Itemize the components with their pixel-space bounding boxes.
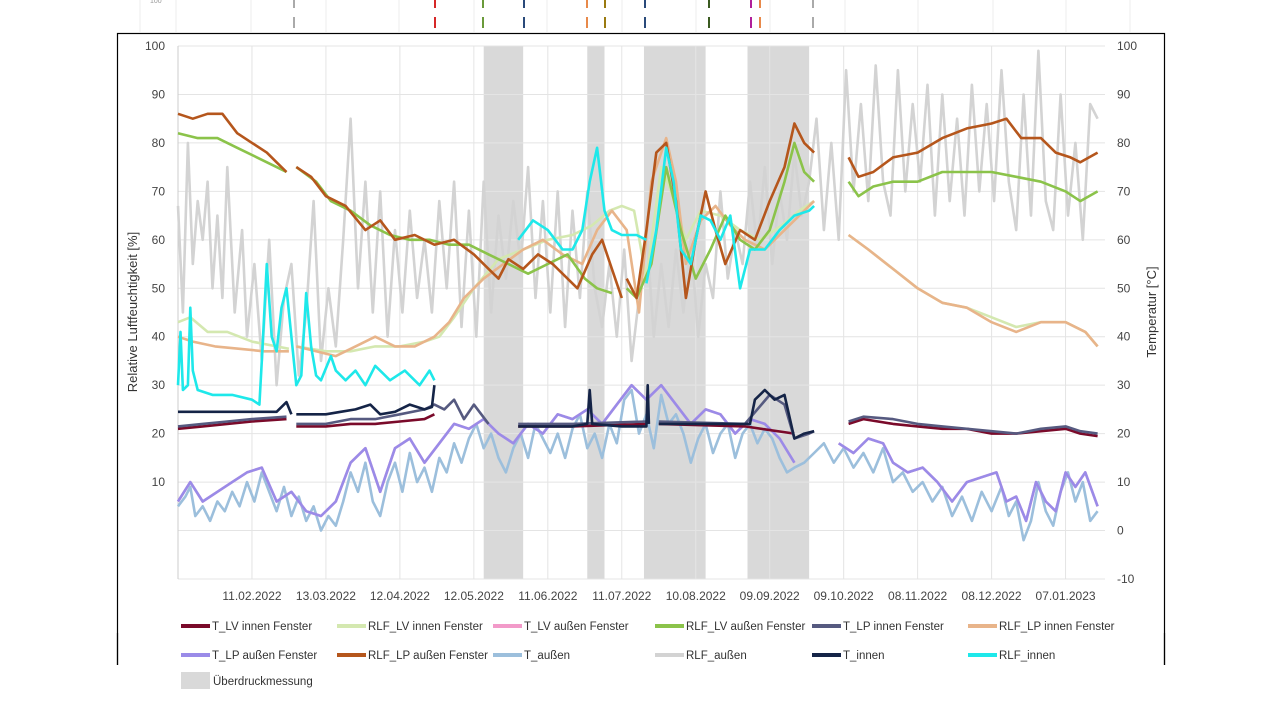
legend-label: RLF_LP innen Fenster — [999, 621, 1115, 633]
left-tick-label: 60 — [152, 233, 166, 247]
legend-label: RLF_LV innen Fenster — [368, 621, 483, 633]
left-tick-label: 40 — [152, 330, 166, 344]
right-tick-label: 30 — [1117, 378, 1131, 392]
left-tick-label: 90 — [152, 87, 166, 101]
legend-label: Überdruckmessung — [213, 676, 313, 688]
left-tick-label: 30 — [152, 378, 166, 392]
x-tick-label: 11.02.2022 — [222, 589, 281, 603]
series-line-t-lp-innen-fenster — [518, 420, 647, 426]
overpressure-region — [587, 46, 605, 579]
legend-item: T_LP außen Fenster — [181, 650, 317, 662]
legend-label: T_LV innen Fenster — [212, 621, 312, 633]
legend-label: RLF_LV außen Fenster — [686, 621, 805, 633]
x-tick-label: 11.06.2022 — [518, 589, 577, 603]
legend-item: T_außen — [493, 650, 570, 662]
series-line-t-lp-aussen-fenster — [837, 437, 1099, 523]
right-tick-label: 90 — [1117, 87, 1131, 101]
overpressure-region — [747, 46, 810, 579]
series-line-t-innen — [658, 388, 815, 440]
series-line-t-innen — [296, 385, 436, 416]
legend-item: T_LV außen Fenster — [493, 621, 629, 633]
legend-label: T_LP außen Fenster — [212, 650, 317, 662]
legend-item: RLF_außen — [655, 650, 747, 662]
bottom-mask — [0, 665, 1280, 720]
series-line-t-lp-innen-fenster — [848, 415, 1098, 435]
series-line-rlf-lp-aussen-fenster — [295, 166, 624, 299]
series-line-rlf-innen — [517, 146, 647, 251]
right-tick-label: 50 — [1117, 281, 1131, 295]
series-line-rlf-lp-aussen-fenster — [625, 122, 816, 300]
series-line-rlf-lv-aussen-fenster — [177, 131, 288, 174]
right-tick-label: 20 — [1117, 427, 1131, 441]
legend: T_LV innen Fenster RLF_LV innen Fenster T_… — [181, 621, 1115, 662]
y-axis-label: Relative Luftfeuchtigkeit [%] — [125, 232, 140, 392]
series-line-rlf-innen — [176, 262, 436, 406]
legend-label: T_LV außen Fenster — [524, 621, 629, 633]
x-tick-label: 12.04.2022 — [370, 589, 430, 603]
series-line-rlf-lp-aussen-fenster — [847, 117, 1099, 179]
legend-item: T_LV innen Fenster — [181, 621, 312, 633]
gridlines — [177, 45, 1105, 580]
legend-item: RLF_LV außen Fenster — [655, 621, 805, 633]
series-line-rlf-innen — [645, 146, 816, 290]
x-tick-label: 09.10.2022 — [814, 589, 874, 603]
right-tick-label: 10 — [1117, 475, 1131, 489]
right-tick-label: 60 — [1117, 233, 1131, 247]
series-line-t-lp-innen-fenster — [177, 415, 287, 428]
left-tick-label: 100 — [145, 39, 165, 53]
legend-item: RLF_LV innen Fenster — [337, 621, 483, 633]
legend-item: RLF_innen — [968, 650, 1055, 662]
x-tick-label: 07.01.2023 — [1036, 589, 1096, 603]
series-lines — [176, 49, 1099, 542]
series-line-t-lv-innen-fenster — [177, 417, 287, 431]
y2-axis-label: Temperatur [°C] — [1144, 266, 1159, 357]
x-tick-label: 11.07.2022 — [592, 589, 651, 603]
legend-label: RLF_außen — [686, 650, 747, 662]
right-tick-label: -10 — [1117, 572, 1135, 586]
series-line-rlf-lp-innen-fenster — [847, 233, 1099, 348]
right-tick-label: 70 — [1117, 184, 1131, 198]
legend-label: T_innen — [843, 650, 885, 662]
left-tick-label: 80 — [152, 136, 166, 150]
x-tick-label: 08.11.2022 — [888, 589, 947, 603]
chart-frame — [116, 32, 1166, 725]
x-tick-label: 09.09.2022 — [740, 589, 800, 603]
series-line-rlf-aussen — [176, 49, 1099, 387]
legend-item: T_LP innen Fenster — [812, 621, 944, 633]
left-tick-label: 10 — [152, 475, 166, 489]
legend-item: RLF_LP außen Fenster — [337, 650, 488, 662]
right-tick-label: 0 — [1117, 524, 1124, 538]
legend-swatch-overpressure — [181, 672, 210, 689]
legend-item: T_innen — [812, 650, 885, 662]
x-tick-label: 08.12.2022 — [962, 589, 1022, 603]
series-line-t-lv-innen-fenster — [296, 413, 435, 428]
top-strip-label: 100 — [150, 0, 162, 5]
left-tick-label: 20 — [152, 427, 166, 441]
axes: 10 20 30 40 50 60 70 80 90 100 -10 0 10 20 30 40 50 60 70 8… — [145, 39, 1137, 603]
right-tick-label: 40 — [1117, 330, 1131, 344]
top-strip: 100 — [139, 0, 1131, 32]
x-tick-label: 10.08.2022 — [666, 589, 726, 603]
right-tick-label: 100 — [1117, 39, 1137, 53]
series-line-rlf-lv-aussen-fenster — [847, 170, 1099, 203]
legend-label: T_außen — [524, 650, 570, 662]
left-tick-label: 70 — [152, 184, 166, 198]
right-tick-label: 80 — [1117, 136, 1131, 150]
series-line-t-innen — [518, 383, 651, 428]
overpressure-region — [483, 46, 524, 579]
legend-item: RLF_LP innen Fenster — [968, 621, 1115, 633]
series-line-t-innen — [178, 400, 293, 415]
legend-label: RLF_innen — [999, 650, 1055, 662]
legend-label: T_LP innen Fenster — [843, 621, 944, 633]
left-tick-label: 50 — [152, 281, 166, 295]
x-tick-label: 13.03.2022 — [296, 589, 356, 603]
series-line-rlf-lp-aussen-fenster — [177, 112, 288, 173]
x-tick-label: 12.05.2022 — [444, 589, 504, 603]
legend-shaded: Überdruckmessung — [116, 633, 1166, 689]
legend-label: RLF_LP außen Fenster — [368, 650, 488, 662]
